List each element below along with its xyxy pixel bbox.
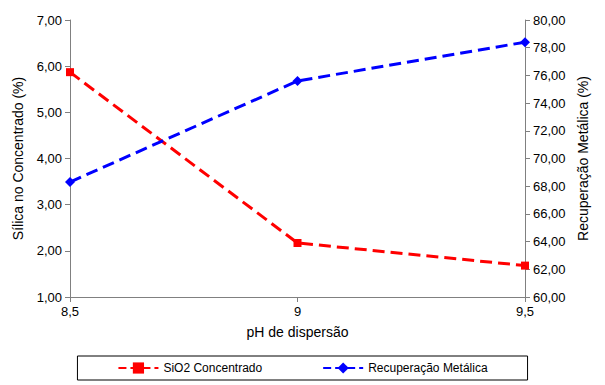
svg-text:7,00: 7,00: [37, 13, 62, 28]
svg-text:Sílica no Concentrado (%): Sílica no Concentrado (%): [10, 77, 26, 240]
svg-text:76,00: 76,00: [533, 68, 566, 83]
svg-text:72,00: 72,00: [533, 123, 566, 138]
svg-text:6,00: 6,00: [37, 59, 62, 74]
svg-text:3,00: 3,00: [37, 197, 62, 212]
svg-text:78,00: 78,00: [533, 40, 566, 55]
svg-text:4,00: 4,00: [37, 151, 62, 166]
svg-text:60,00: 60,00: [533, 290, 566, 305]
svg-text:pH de dispersão: pH de dispersão: [247, 324, 349, 340]
svg-text:66,00: 66,00: [533, 206, 566, 221]
svg-text:1,00: 1,00: [37, 290, 62, 305]
svg-text:5,00: 5,00: [37, 105, 62, 120]
svg-text:Recuperação Metálica: Recuperação Metálica: [368, 361, 488, 375]
svg-text:64,00: 64,00: [533, 234, 566, 249]
svg-text:74,00: 74,00: [533, 96, 566, 111]
svg-text:9,5: 9,5: [516, 304, 534, 319]
svg-text:68,00: 68,00: [533, 179, 566, 194]
svg-text:2,00: 2,00: [37, 243, 62, 258]
svg-text:62,00: 62,00: [533, 262, 566, 277]
svg-text:8,5: 8,5: [61, 304, 79, 319]
svg-text:70,00: 70,00: [533, 151, 566, 166]
svg-text:80,00: 80,00: [533, 13, 566, 28]
svg-text:9: 9: [294, 304, 301, 319]
svg-text:Recuperação Metálica (%): Recuperação Metálica (%): [575, 76, 591, 241]
svg-text:SiO2 Concentrado: SiO2 Concentrado: [163, 361, 262, 375]
